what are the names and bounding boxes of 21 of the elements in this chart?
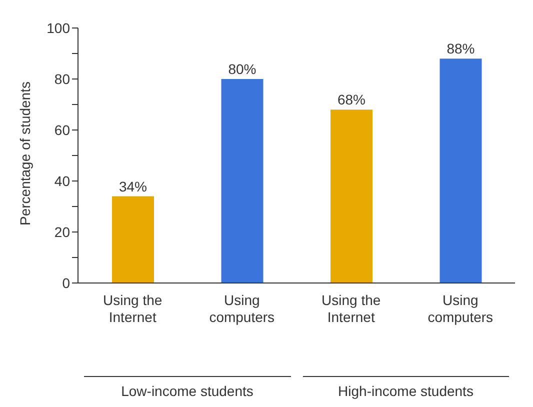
bar	[330, 110, 372, 283]
y-axis-title: Percentage of students	[16, 82, 33, 226]
y-tick-label: 40	[54, 172, 70, 189]
y-tick-label: 100	[46, 20, 70, 36]
data-label: 34%	[118, 178, 148, 194]
data-label: 88%	[446, 40, 475, 57]
bar	[221, 79, 264, 283]
y-tick-label: 60	[54, 122, 70, 138]
x-tick-label: Using computers	[428, 292, 494, 325]
group-caption: High-income students	[302, 376, 509, 399]
data-label: 68%	[337, 92, 366, 108]
group-caption: Low-income students	[84, 376, 290, 399]
bar	[440, 58, 482, 283]
y-tick-label: 0	[62, 274, 70, 291]
bar	[112, 196, 154, 283]
data-label: 80%	[228, 61, 256, 77]
x-tick-label: Using computers	[209, 292, 275, 325]
y-tick-label: 20	[54, 224, 70, 240]
x-tick-label: Using the Internet	[322, 292, 381, 325]
x-tick-label: Using the Internet	[103, 292, 162, 325]
y-tick-label: 80	[54, 70, 70, 87]
